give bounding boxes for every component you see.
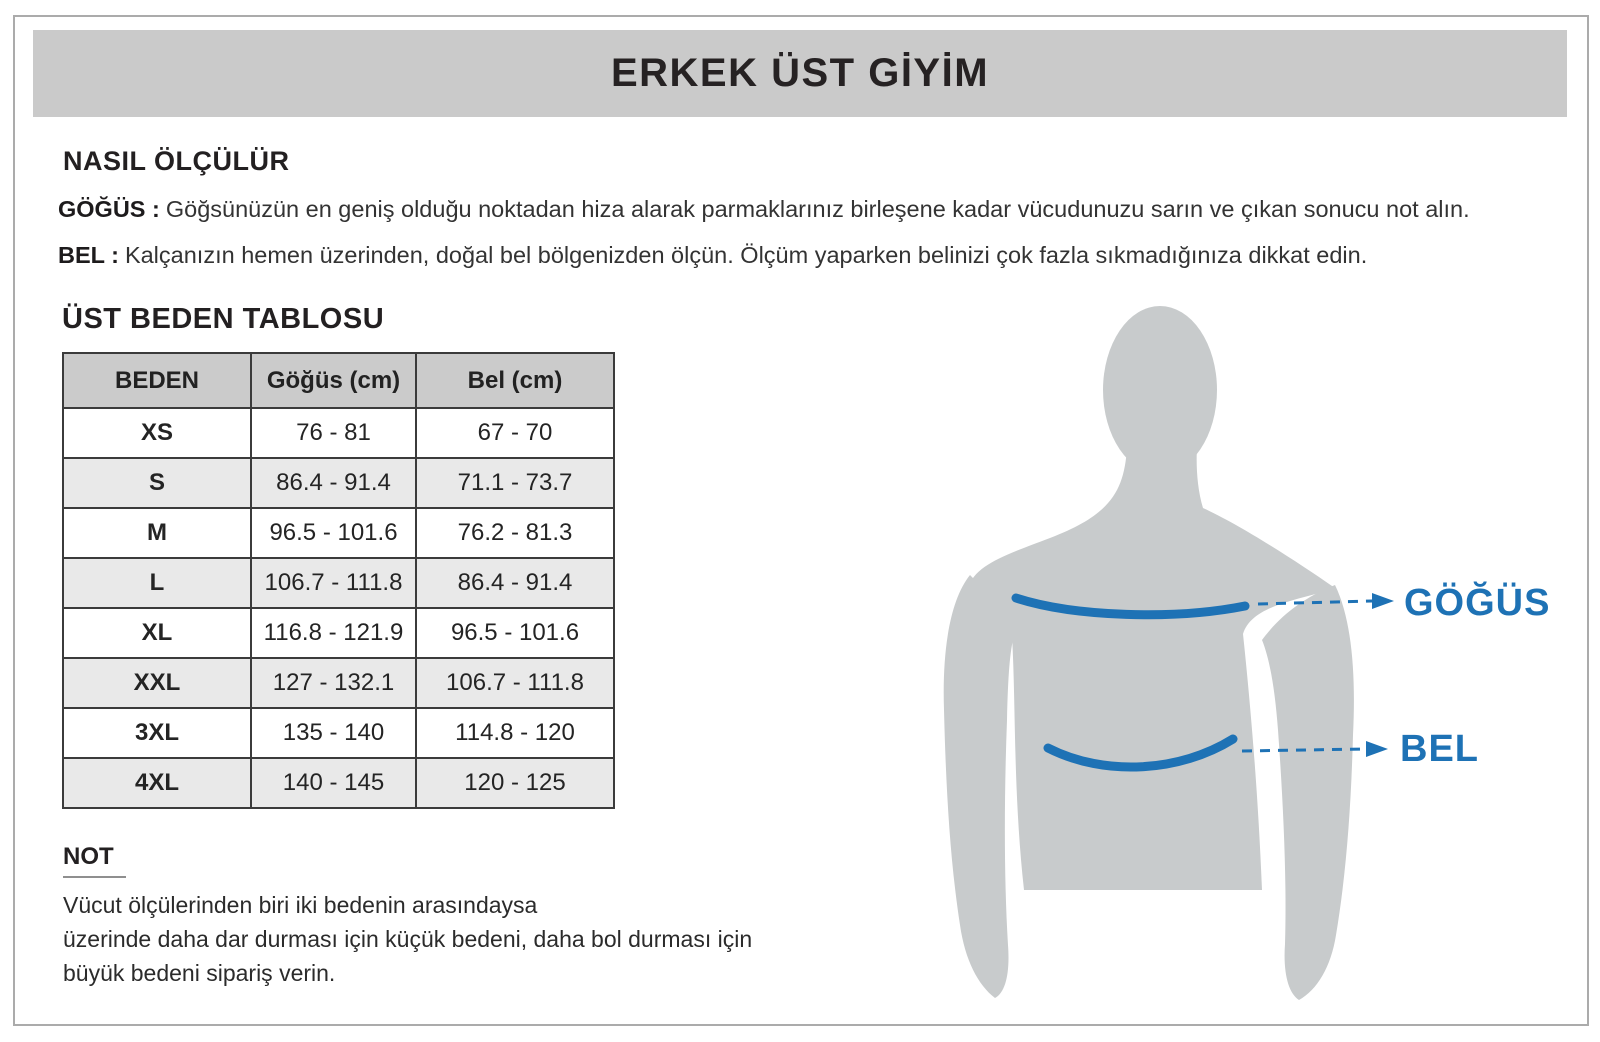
waist-label: BEL [1400,728,1479,770]
size-table: BEDEN Göğüs (cm) Bel (cm) XS 76 - 81 67 - … [62,352,615,809]
silhouette-left-arm [943,575,1014,998]
waist-instruction: BEL : Kalçanızın hemen üzerinden, doğal b… [58,242,1558,269]
table-row: XS 76 - 81 67 - 70 [62,407,615,459]
size-table-body: XS 76 - 81 67 - 70 S 86.4 - 91.4 71.1 - 73.7 M… [62,407,615,809]
cell-chest: 76 - 81 [250,407,417,459]
waist-arrow-line [1241,747,1367,753]
column-header-chest: Göğüs (cm) [250,352,417,409]
table-row: M 96.5 - 101.6 76.2 - 81.3 [62,507,615,559]
cell-waist: 96.5 - 101.6 [415,607,615,659]
cell-chest: 127 - 132.1 [250,657,417,709]
chest-instruction: GÖĞÜS : Göğsünüzün en geniş olduğu noktad… [58,196,1558,223]
cell-size: 4XL [62,757,252,809]
page-title: ERKEK ÜST GİYİM [610,51,990,95]
note-title: NOT [63,843,126,878]
body-silhouette-diagram [943,306,1394,1000]
cell-waist: 67 - 70 [415,407,615,459]
cell-chest: 106.7 - 111.8 [250,557,417,609]
waist-instruction-label: BEL : [58,242,119,268]
chest-measure-line [1011,593,1250,620]
table-row: XXL 127 - 132.1 106.7 - 111.8 [62,657,615,709]
cell-chest: 96.5 - 101.6 [250,507,417,559]
table-row: 3XL 135 - 140 114.8 - 120 [62,707,615,759]
cell-size: XS [62,407,252,459]
chest-label: GÖĞÜS [1404,582,1551,624]
cell-size: S [62,457,252,509]
cell-size: M [62,507,252,559]
chest-arrow-icon [1372,593,1394,609]
chest-arrow-line [1257,599,1373,606]
cell-waist: 120 - 125 [415,757,615,809]
cell-size: XXL [62,657,252,709]
header-band: ERKEK ÜST GİYİM [33,30,1567,117]
page-border [13,15,1589,1026]
note-section: NOT Vücut ölçülerinden biri iki bedenin … [63,843,863,990]
cell-chest: 86.4 - 91.4 [250,457,417,509]
column-header-size: BEDEN [62,352,252,409]
cell-waist: 71.1 - 73.7 [415,457,615,509]
cell-size: 3XL [62,707,252,759]
cell-waist: 106.7 - 111.8 [415,657,615,709]
cell-waist: 76.2 - 81.3 [415,507,615,559]
cell-waist: 86.4 - 91.4 [415,557,615,609]
silhouette-head [1103,306,1217,474]
cell-chest: 135 - 140 [250,707,417,759]
table-row: 4XL 140 - 145 120 - 125 [62,757,615,809]
waist-arrow-icon [1366,741,1388,757]
cell-chest: 116.8 - 121.9 [250,607,417,659]
silhouette-torso [967,448,1335,890]
table-row: S 86.4 - 91.4 71.1 - 73.7 [62,457,615,509]
table-row: XL 116.8 - 121.9 96.5 - 101.6 [62,607,615,659]
cell-size: L [62,557,252,609]
chest-instruction-label: GÖĞÜS : [58,196,160,222]
table-header-row: BEDEN Göğüs (cm) Bel (cm) [62,352,615,409]
chest-instruction-text: Göğsünüzün en geniş olduğu noktadan hiza… [165,196,1470,222]
silhouette-right-arm [1262,585,1354,1000]
cell-waist: 114.8 - 120 [415,707,615,759]
size-table-head: BEDEN Göğüs (cm) Bel (cm) [62,352,615,409]
note-text: Vücut ölçülerinden biri iki bedenin aras… [63,892,753,986]
cell-size: XL [62,607,252,659]
table-row: L 106.7 - 111.8 86.4 - 91.4 [62,557,615,609]
howto-title: NASIL ÖLÇÜLÜR [63,146,290,176]
waist-instruction-text: Kalçanızın hemen üzerinden, doğal bel bö… [124,242,1368,268]
cell-chest: 140 - 145 [250,757,417,809]
column-header-waist: Bel (cm) [415,352,615,409]
waist-measure-line [1043,734,1238,772]
size-table-title: ÜST BEDEN TABLOSU [62,303,385,335]
